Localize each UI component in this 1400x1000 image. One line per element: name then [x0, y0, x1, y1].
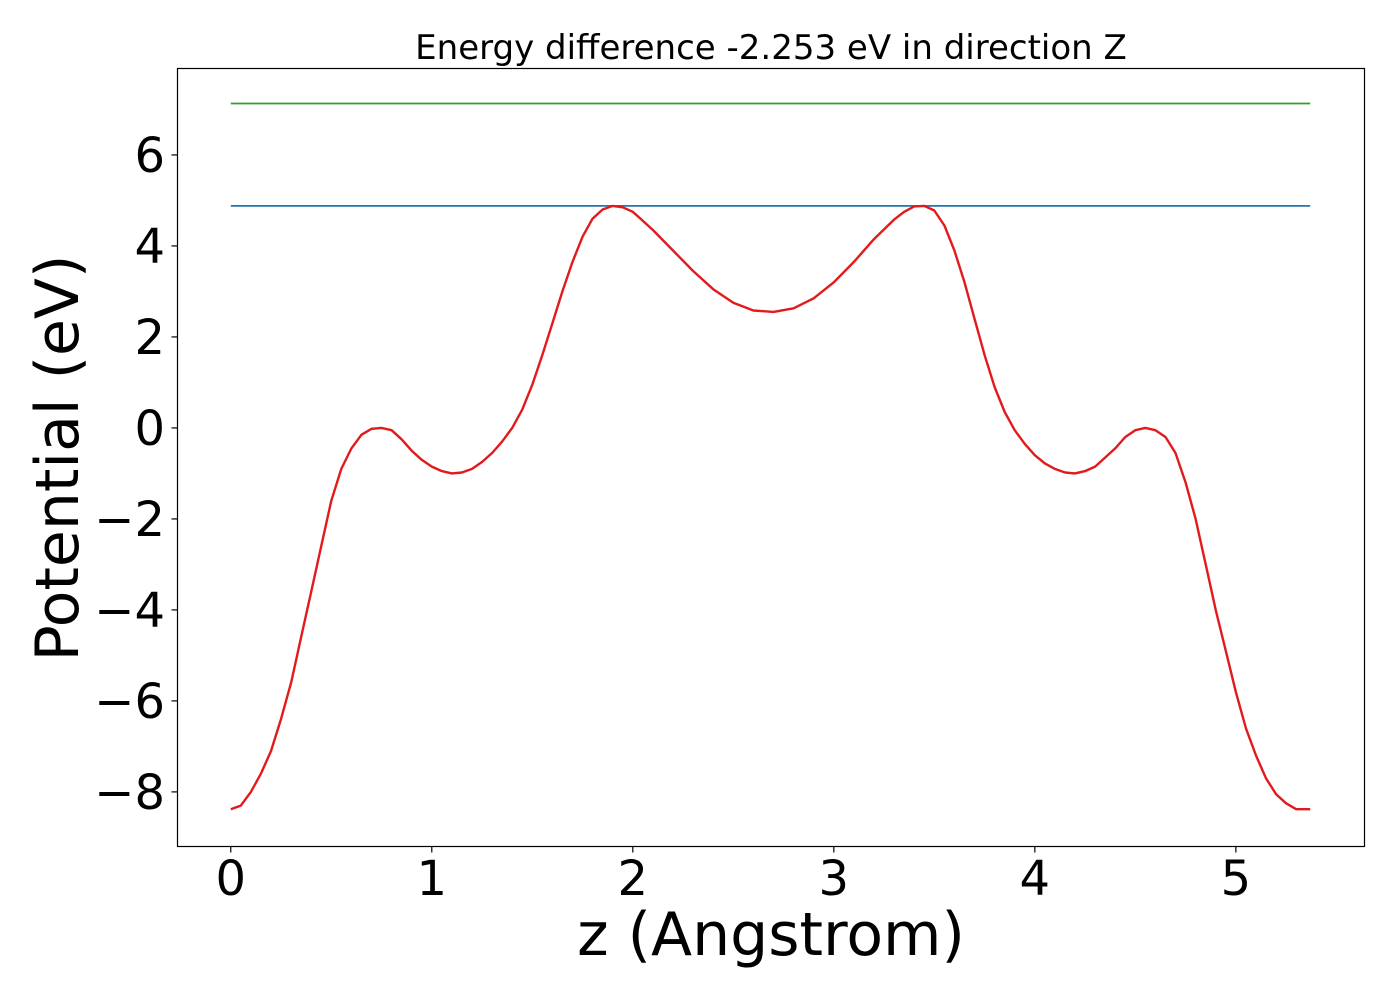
- x-tick-label: 3: [819, 851, 850, 907]
- x-tick-label: 4: [1020, 851, 1051, 907]
- x-tick-label: 5: [1221, 851, 1252, 907]
- series-line-3: [230, 204, 1311, 811]
- y-tick-label: 4: [134, 219, 165, 275]
- y-tick-label: −4: [94, 583, 165, 639]
- series-layer: [230, 102, 1311, 811]
- plot-frame: [176, 67, 1366, 848]
- y-tick-label: −6: [94, 674, 165, 730]
- y-tick-label: −2: [94, 492, 165, 548]
- y-axis-label: Potential (eV): [23, 255, 93, 662]
- y-tick-label: 2: [134, 310, 165, 366]
- y-ticks: −8 −6 −4 −2 0 2 4 6: [94, 128, 178, 821]
- x-tick-label: 2: [618, 851, 649, 907]
- x-axis-label: z (Angstrom): [577, 900, 965, 970]
- y-tick-label: 0: [134, 401, 165, 457]
- chart-title: Energy difference -2.253 eV in direction…: [415, 28, 1127, 68]
- x-ticks: 0 1 2 3 4 5: [215, 846, 1252, 907]
- y-tick-label: 6: [134, 128, 165, 184]
- x-tick-label: 1: [417, 851, 448, 907]
- y-tick-label: −8: [94, 765, 165, 821]
- x-tick-label: 0: [215, 851, 246, 907]
